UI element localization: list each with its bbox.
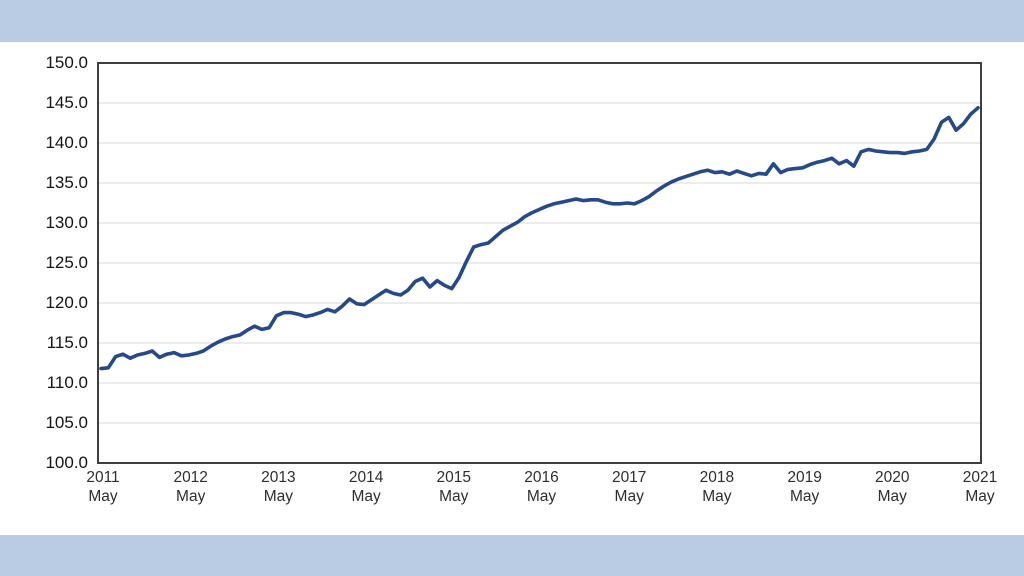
x-tick-label: 2019 May	[787, 469, 822, 505]
y-tick-label: 140.0	[45, 133, 88, 152]
y-tick-label: 135.0	[45, 173, 88, 192]
y-tick-label: 120.0	[45, 293, 88, 312]
x-tick-label: 2012 May	[173, 469, 208, 505]
y-tick-label: 100.0	[45, 453, 88, 472]
x-tick-label: 2020 May	[875, 469, 910, 505]
x-tick-label: 2013 May	[261, 469, 296, 505]
y-tick-label: 105.0	[45, 413, 88, 432]
plot-border	[97, 62, 982, 464]
x-tick-label: 2015 May	[436, 469, 472, 505]
x-tick-label: 2021 May	[962, 469, 998, 505]
bottom-decorative-band	[0, 535, 1024, 576]
x-tick-label: 2017 May	[611, 469, 647, 505]
y-tick-label: 110.0	[46, 373, 88, 392]
x-tick-label: 2018 May	[699, 469, 735, 505]
x-tick-label: 2011 May	[86, 469, 120, 505]
x-tick-label: 2016 May	[524, 469, 559, 505]
y-tick-label: 150.0	[45, 53, 88, 72]
y-tick-label: 145.0	[45, 93, 88, 112]
y-tick-label: 130.0	[45, 213, 88, 232]
y-tick-label: 125.0	[45, 253, 88, 272]
top-decorative-band	[0, 0, 1024, 42]
data-line	[99, 106, 980, 371]
x-tick-label: 2014 May	[348, 469, 384, 505]
y-tick-label: 115.0	[46, 333, 88, 352]
